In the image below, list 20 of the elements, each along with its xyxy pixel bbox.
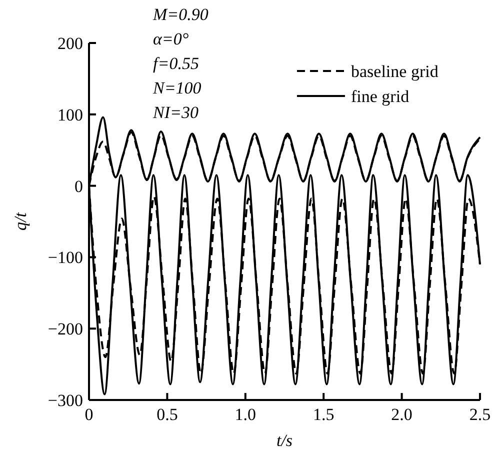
annotation: NI=30 <box>152 103 199 122</box>
x-tick-label: 0.5 <box>156 405 178 424</box>
annotation: N=100 <box>152 78 202 98</box>
text: M=0.90 <box>152 5 209 24</box>
legend-label: baseline grid <box>351 62 439 81</box>
y-tick-label: 200 <box>58 34 83 53</box>
y-tick-label: −100 <box>48 248 83 268</box>
y-tick-label: −200 <box>48 320 83 339</box>
x-axis-title: t/s <box>276 431 293 450</box>
legend-label: fine grid <box>351 86 410 106</box>
y-tick-label: 100 <box>58 105 83 124</box>
y-tick-label: 0 <box>74 176 83 196</box>
x-tick-label: 2.5 <box>469 405 491 424</box>
x-tick-label: 1.5 <box>312 405 334 424</box>
y-tick-label: −300 <box>48 390 83 410</box>
y-axis-title: q/t <box>11 211 30 230</box>
annotation: f=0.55 <box>153 54 199 73</box>
x-tick-label: 1.0 <box>234 405 256 424</box>
x-tick-label: 2.0 <box>391 405 412 424</box>
annotation: α=0° <box>153 30 189 48</box>
